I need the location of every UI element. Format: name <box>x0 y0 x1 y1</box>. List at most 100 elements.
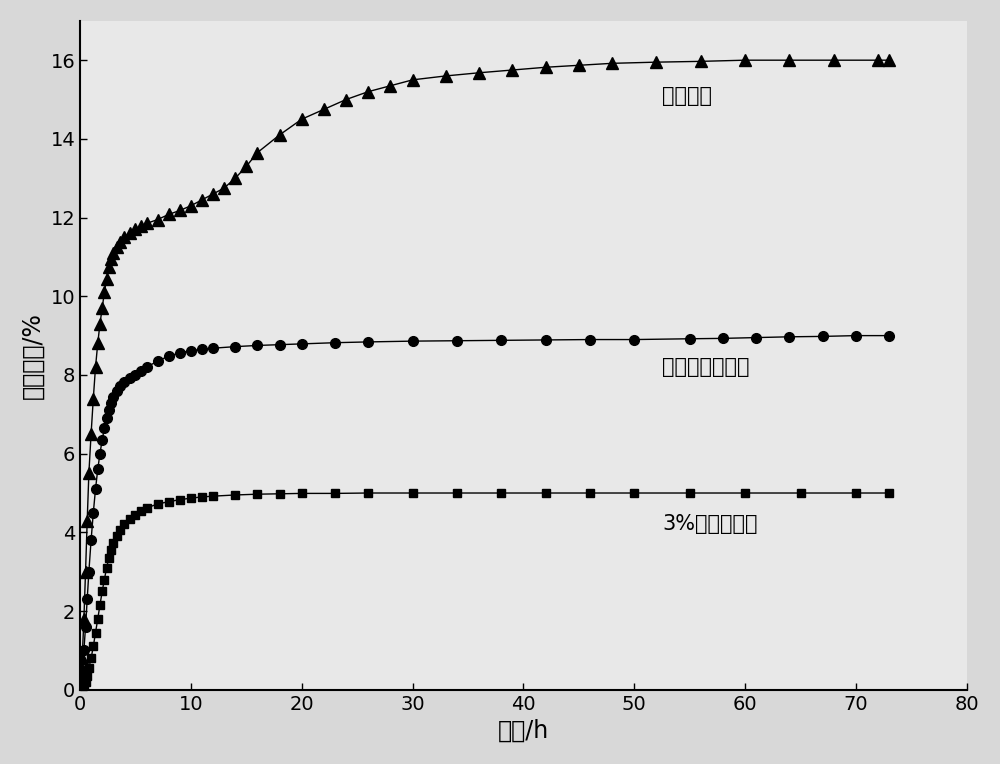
纳米流体 <box>739 56 751 65</box>
表面活性剂溶液 <box>129 371 141 380</box>
表面活性剂溶液 <box>105 398 117 407</box>
表面活性剂溶液 <box>207 344 219 353</box>
3%氯化钠溶液 <box>90 628 102 637</box>
3%氯化钠溶液 <box>81 672 93 681</box>
3%氯化钠溶液 <box>274 489 286 498</box>
3%氯化钠溶液 <box>196 492 208 501</box>
3%氯化钠溶液 <box>229 490 241 500</box>
3%氯化钠溶液 <box>129 510 141 520</box>
3%氯化钠溶液 <box>83 663 95 672</box>
表面活性剂溶液 <box>296 339 308 348</box>
表面活性剂溶液 <box>362 338 374 347</box>
表面活性剂溶液 <box>451 336 463 345</box>
3%氯化钠溶液 <box>152 500 164 509</box>
表面活性剂溶液 <box>124 374 136 383</box>
表面活性剂溶液 <box>135 367 147 376</box>
表面活性剂溶液 <box>229 342 241 351</box>
表面活性剂溶液 <box>101 413 113 422</box>
3%氯化钠溶液 <box>795 488 807 497</box>
Line: 纳米流体: 纳米流体 <box>76 54 895 684</box>
纳米流体 <box>240 162 252 171</box>
3%氯化钠溶液 <box>94 601 106 610</box>
Line: 3%氯化钠溶液: 3%氯化钠溶液 <box>77 489 893 693</box>
纳米流体 <box>318 105 330 114</box>
3%氯化钠溶液 <box>163 497 175 507</box>
3%氯化钠溶液 <box>584 488 596 497</box>
3%氯化钠溶液 <box>684 488 696 497</box>
纳米流体 <box>883 56 895 65</box>
表面活性剂溶液 <box>85 536 97 545</box>
表面活性剂溶液 <box>92 465 104 474</box>
表面活性剂溶液 <box>76 665 88 675</box>
3%氯化钠溶液 <box>628 488 640 497</box>
表面活性剂溶液 <box>83 567 95 576</box>
表面活性剂溶液 <box>251 341 263 350</box>
表面活性剂溶液 <box>152 357 164 366</box>
表面活性剂溶液 <box>850 331 862 340</box>
纳米流体 <box>229 173 241 183</box>
3%氯化钠溶液 <box>174 495 186 504</box>
表面活性剂溶液 <box>628 335 640 344</box>
表面活性剂溶液 <box>81 594 93 604</box>
3%氯化钠溶液 <box>495 488 507 497</box>
表面活性剂溶液 <box>883 331 895 340</box>
3%氯化钠溶液 <box>92 614 104 623</box>
表面活性剂溶液 <box>98 423 110 432</box>
表面活性剂溶液 <box>750 333 762 342</box>
3%氯化钠溶液 <box>135 506 147 515</box>
表面活性剂溶液 <box>90 484 102 494</box>
表面活性剂溶液 <box>111 386 123 395</box>
3%氯化钠溶液 <box>118 520 130 529</box>
表面活性剂溶液 <box>540 335 552 345</box>
表面活性剂溶液 <box>495 335 507 345</box>
表面活性剂溶液 <box>329 338 341 348</box>
表面活性剂溶液 <box>103 406 115 415</box>
3%氯化钠溶液 <box>105 545 117 555</box>
3%氯化钠溶液 <box>80 678 92 687</box>
Y-axis label: 采出程度/%: 采出程度/% <box>21 312 45 399</box>
表面活性剂溶液 <box>817 332 829 341</box>
表面活性剂溶液 <box>684 334 696 343</box>
3%氯化钠溶液 <box>87 642 99 651</box>
3%氯化钠溶液 <box>124 514 136 523</box>
表面活性剂溶液 <box>96 435 108 445</box>
表面活性剂溶液 <box>783 332 795 342</box>
表面活性剂溶液 <box>584 335 596 344</box>
3%氯化钠溶液 <box>101 563 113 572</box>
表面活性剂溶液 <box>163 351 175 361</box>
表面活性剂溶液 <box>141 362 153 371</box>
Text: 纳米流体: 纳米流体 <box>662 86 712 105</box>
表面活性剂溶液 <box>80 622 92 631</box>
表面活性剂溶液 <box>407 337 419 346</box>
表面活性剂溶液 <box>75 678 87 687</box>
3%氯化钠溶液 <box>98 575 110 584</box>
3%氯化钠溶液 <box>850 488 862 497</box>
表面活性剂溶液 <box>78 646 90 655</box>
表面活性剂溶液 <box>274 340 286 349</box>
纳米流体 <box>207 189 219 199</box>
表面活性剂溶液 <box>196 345 208 354</box>
3%氯化钠溶液 <box>141 503 153 513</box>
3%氯化钠溶液 <box>85 654 97 663</box>
Line: 表面活性剂溶液: 表面活性剂溶液 <box>76 331 894 687</box>
表面活性剂溶液 <box>185 346 197 355</box>
3%氯化钠溶液 <box>103 553 115 562</box>
3%氯化钠溶液 <box>362 488 374 497</box>
表面活性剂溶液 <box>114 381 126 390</box>
3%氯化钠溶液 <box>185 494 197 503</box>
3%氯化钠溶液 <box>407 488 419 497</box>
3%氯化钠溶液 <box>207 491 219 500</box>
3%氯化钠溶液 <box>739 488 751 497</box>
3%氯化钠溶液 <box>540 488 552 497</box>
3%氯化钠溶液 <box>251 490 263 499</box>
X-axis label: 时间/h: 时间/h <box>498 719 549 743</box>
3%氯化钠溶液 <box>78 681 90 691</box>
3%氯化钠溶液 <box>96 587 108 596</box>
表面活性剂溶液 <box>94 449 106 458</box>
3%氯化钠溶液 <box>75 685 87 694</box>
3%氯化钠溶液 <box>451 488 463 497</box>
表面活性剂溶液 <box>107 392 119 401</box>
3%氯化钠溶液 <box>111 532 123 541</box>
纳米流体 <box>75 673 87 682</box>
表面活性剂溶液 <box>118 377 130 387</box>
